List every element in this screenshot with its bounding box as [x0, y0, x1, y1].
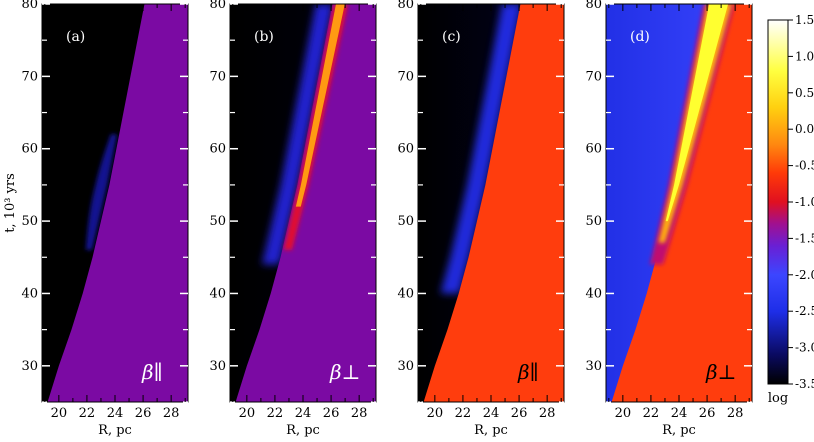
- panel-label: (c): [442, 29, 461, 45]
- panel-label: (b): [254, 29, 274, 45]
- y-tick-label: 50: [21, 214, 38, 229]
- y-tick-label: 70: [397, 69, 414, 84]
- y-tick-label: 80: [21, 0, 38, 12]
- feature-ridge: [295, 4, 345, 207]
- y-tick-label: 40: [585, 286, 602, 301]
- panel-4: 30 40 50 60 70 80 20 22 24 26 28 R, pc (d) β⊥: [585, 0, 753, 438]
- y-axis-label: t, 10³ yrs: [3, 173, 18, 233]
- x-tick-label: 24: [671, 406, 688, 421]
- x-tick-label: 22: [455, 406, 472, 421]
- y-tick-label: 60: [209, 142, 226, 157]
- downstream-region: [47, 4, 188, 402]
- x-tick-label: 22: [79, 406, 96, 421]
- x-tick-label: 20: [51, 406, 68, 421]
- colorbar-tick-label: -0.5: [795, 159, 814, 173]
- x-axis-label: R, pc: [474, 423, 508, 438]
- x-tick-label: 22: [267, 406, 284, 421]
- x-tick-label: 20: [427, 406, 444, 421]
- x-tick-label: 26: [511, 406, 528, 421]
- x-tick-label: 24: [107, 406, 124, 421]
- colorbar-gradient: [767, 19, 789, 385]
- panel-1: 30 40 50 60 70 80 20 22 24 26 28 R, pc t, 10³ yrs (a)…: [3, 0, 189, 438]
- x-tick-label: 28: [727, 406, 744, 421]
- y-tick-label: 50: [209, 214, 226, 229]
- y-tick-label: 60: [21, 142, 38, 157]
- y-tick-label: 30: [397, 359, 414, 374]
- colorbar-tick-label: 0.5: [795, 86, 814, 100]
- x-axis-label: R, pc: [98, 423, 132, 438]
- y-tick-label: 60: [397, 142, 414, 157]
- colorbar-tick-label: 1.0: [795, 49, 814, 63]
- y-tick-label: 30: [209, 359, 226, 374]
- feature-streak: [440, 4, 522, 294]
- y-tick-label: 80: [209, 0, 226, 12]
- panel-2: 30 40 50 60 70 80 20 22 24 26 28 R, pc (b) β⊥: [209, 0, 377, 438]
- x-tick-label: 26: [323, 406, 340, 421]
- y-tick-label: 70: [585, 69, 602, 84]
- x-axis-label: R, pc: [662, 423, 696, 438]
- quantity-label: β∥: [141, 360, 163, 384]
- colorbar-tick-label: -1.5: [795, 231, 814, 245]
- y-tick-label: 40: [397, 286, 414, 301]
- colorbar-tick-label: -2.5: [795, 304, 814, 318]
- x-tick-label: 24: [295, 406, 312, 421]
- x-tick-label: 22: [643, 406, 660, 421]
- colorbar: 1.5 1.0 0.5 0.0 -0.5 -1.0 -1.5 -2.0 -2.5 -3.0 -3.5…: [767, 13, 814, 406]
- quantity-label: β⊥: [329, 360, 360, 384]
- y-tick-label: 70: [209, 69, 226, 84]
- feature-streak: [85, 134, 118, 251]
- x-tick-label: 28: [351, 406, 368, 421]
- x-tick-label: 24: [483, 406, 500, 421]
- x-tick-label: 28: [539, 406, 556, 421]
- panel-3: 30 40 50 60 70 80 20 22 24 26 28 R, pc (c) β∥: [397, 0, 565, 438]
- feature-glow: [261, 4, 334, 265]
- y-tick-label: 30: [21, 359, 38, 374]
- colorbar-tick-label: -3.5: [795, 377, 814, 391]
- downstream-region: [423, 4, 564, 402]
- y-tick-label: 50: [585, 214, 602, 229]
- y-tick-label: 70: [21, 69, 38, 84]
- panel-label: (a): [66, 29, 85, 45]
- y-tick-label: 60: [585, 142, 602, 157]
- quantity-label: β∥: [517, 360, 539, 384]
- colorbar-tick-label: -2.0: [795, 268, 814, 282]
- downstream-region: [235, 4, 376, 402]
- x-tick-label: 26: [699, 406, 716, 421]
- quantity-label: β⊥: [705, 360, 736, 384]
- y-tick-label: 40: [21, 286, 38, 301]
- colorbar-tick-label: -1.0: [795, 195, 814, 209]
- x-tick-label: 26: [135, 406, 152, 421]
- colorbar-tick-label: 0.0: [795, 122, 814, 136]
- downstream-region: [611, 4, 752, 402]
- y-tick-label: 30: [585, 359, 602, 374]
- colorbar-tick-label: -3.0: [795, 341, 814, 355]
- x-tick-label: 28: [163, 406, 180, 421]
- colorbar-tick-label: 1.5: [795, 13, 814, 27]
- x-tick-label: 20: [615, 406, 632, 421]
- x-axis-label: R, pc: [286, 423, 320, 438]
- x-tick-label: 20: [239, 406, 256, 421]
- y-tick-label: 80: [585, 0, 602, 12]
- y-tick-label: 80: [397, 0, 414, 12]
- y-tick-label: 40: [209, 286, 226, 301]
- feature-wedge: [665, 4, 729, 222]
- y-tick-label: 50: [397, 214, 414, 229]
- panel-label: (d): [630, 29, 650, 45]
- colorbar-label: log: [768, 391, 788, 406]
